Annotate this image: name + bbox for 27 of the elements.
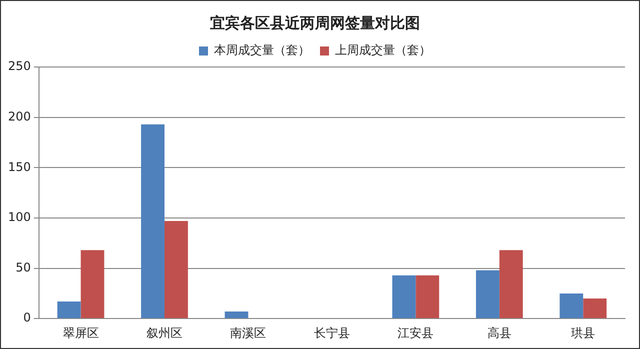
- bar: [141, 124, 164, 318]
- x-tick-label: 珙县: [571, 326, 596, 340]
- y-tick-label: 50: [16, 260, 31, 274]
- x-tick-label: 长宁县: [314, 326, 350, 340]
- x-tick-label: 南溪区: [230, 326, 266, 340]
- bar: [560, 293, 584, 318]
- bar: [80, 250, 104, 318]
- x-tick-label: 高县: [487, 326, 512, 340]
- y-tick-label: 100: [8, 210, 31, 224]
- x-tick-label: 叙州区: [146, 326, 182, 340]
- y-tick-label: 0: [23, 310, 31, 325]
- bar: [392, 275, 416, 318]
- x-tick-label: 翠屏区: [62, 326, 99, 340]
- legend-label: 上周成交量（套）: [335, 43, 431, 58]
- bar: [57, 301, 81, 318]
- bar: [583, 298, 607, 318]
- bar: [416, 275, 440, 318]
- y-tick-label: 150: [8, 160, 31, 174]
- bar: [499, 250, 523, 318]
- bar: [224, 312, 248, 318]
- x-tick-label: 江安县: [398, 326, 434, 340]
- bar: [476, 270, 500, 318]
- y-tick-label: 250: [8, 59, 31, 74]
- bar: [164, 220, 188, 318]
- y-tick-label: 200: [8, 109, 31, 124]
- legend-label: 本周成交量（套）: [214, 43, 310, 58]
- chart-title: 宜宾各区县近两周网签量对比图: [210, 14, 420, 32]
